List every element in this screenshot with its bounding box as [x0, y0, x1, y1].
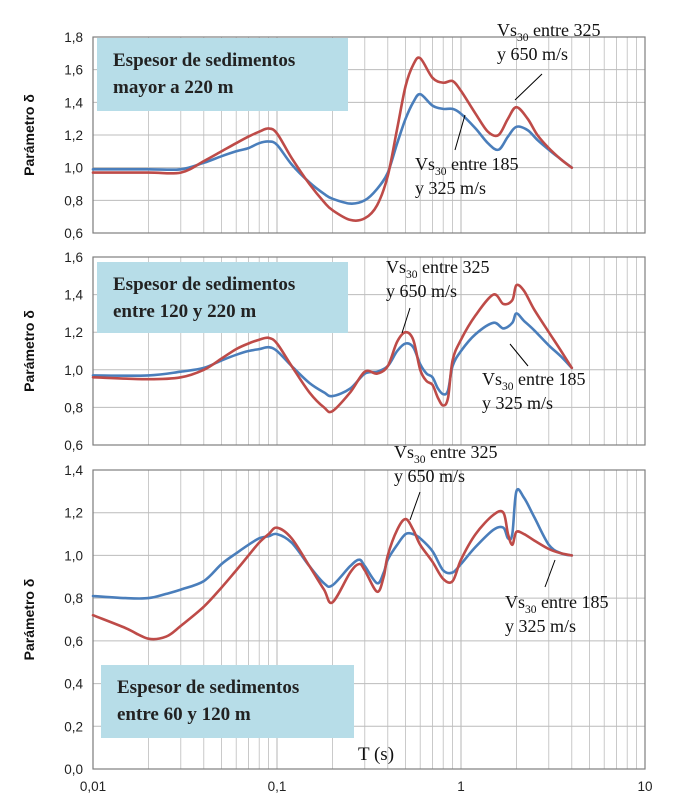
annotation-line-1: Vs30 entre 185	[505, 592, 609, 616]
x-tick-label: 10	[637, 779, 652, 794]
panel-title-line: entre 60 y 120 m	[117, 704, 251, 725]
panel-title-line: mayor a 220 m	[113, 77, 234, 98]
panel-title-line: entre 120 y 220 m	[113, 301, 256, 322]
y-tick-label: 1,6	[64, 250, 83, 265]
x-tick-label: 1	[457, 779, 465, 794]
annotation-subscript: 30	[502, 381, 514, 393]
annotation-line-1: Vs30 entre 325	[394, 442, 498, 466]
y-tick-label: 0,6	[64, 438, 83, 453]
panel-title-line: Espesor de sedimentos	[117, 677, 299, 698]
annotation-line-2: y 650 m/s	[497, 44, 568, 64]
y-tick-label: 1,2	[64, 506, 83, 521]
annotation-leader-line	[454, 114, 466, 151]
annotation-post: entre 325	[426, 442, 498, 462]
chart-panel-2: 0,6 0,8 1,0 1,2 1,4 1,6 Parámetro δ Espesor de …	[21, 250, 646, 453]
y-tick-label: 0,4	[64, 677, 83, 692]
panel-title-box-bg	[97, 262, 348, 333]
annotation-subscript: 30	[406, 269, 418, 281]
panel-title-box: Espesor de sedimentos entre 120 y 220 m	[97, 262, 348, 333]
annotation-post: entre 185	[514, 369, 586, 389]
annotation-pre: Vs	[505, 592, 525, 612]
series-group	[91, 56, 574, 222]
panel-title-box-bg	[101, 665, 354, 738]
annotation-pre: Vs	[386, 257, 406, 277]
annotation-line-1: Vs30 entre 325	[497, 20, 601, 44]
annotation-post: entre 185	[447, 154, 519, 174]
y-tick-label: 1,0	[64, 363, 83, 378]
y-tick-label: 1,6	[64, 63, 83, 78]
annotation-pre: Vs	[497, 20, 517, 40]
annotation-subscript: 30	[517, 32, 529, 44]
annotation-leader-line	[401, 307, 411, 334]
y-tick-label: 1,8	[64, 30, 83, 45]
x-tick-label: 0,1	[268, 779, 287, 794]
x-axis: 0,01 0,1 1 10	[80, 779, 653, 794]
annotation-line-1: Vs30 entre 185	[415, 154, 519, 178]
annotation-line-2: y 650 m/s	[386, 281, 457, 301]
annotation-leader-line	[409, 491, 421, 521]
panel-title-box: Espesor de sedimentos mayor a 220 m	[97, 38, 348, 111]
y-tick-label: 0,8	[64, 591, 83, 606]
annotation-line-1: Vs30 entre 185	[482, 369, 586, 393]
y-tick-label: 0,2	[64, 719, 83, 734]
series-line-blue	[91, 312, 574, 398]
annotation-line-1: Vs30 entre 325	[386, 257, 490, 281]
y-axis-label: Parámetro δ	[21, 579, 37, 661]
annotation-subscript: 30	[525, 604, 537, 616]
y-tick-label: 1,4	[64, 463, 83, 478]
x-tick-label: 0,01	[80, 779, 106, 794]
series-group	[91, 283, 574, 414]
chart-panel-3: 0,0 0,2 0,4 0,6 0,8 1,0 1,2 1,4 Parámetro δ Espes…	[21, 442, 653, 794]
series-line-red	[91, 283, 574, 414]
panel-title-line: Espesor de sedimentos	[113, 274, 295, 295]
plot-frame	[92, 36, 646, 234]
panel-title-box: Espesor de sedimentos entre 60 y 120 m	[101, 665, 354, 738]
annotation-subscript: 30	[414, 454, 426, 466]
y-tick-label: 1,2	[64, 128, 83, 143]
panel-title-line: Espesor de sedimentos	[113, 50, 295, 71]
y-tick-label: 1,2	[64, 325, 83, 340]
annotation-leader-line	[514, 73, 543, 101]
y-tick-label: 0,6	[64, 226, 83, 241]
annotation-line-2: y 325 m/s	[482, 393, 553, 413]
annotation-subscript: 30	[435, 166, 447, 178]
y-tick-label: 0,8	[64, 400, 83, 415]
series-line-red	[91, 56, 574, 222]
series-line-red	[91, 509, 574, 641]
y-tick-label: 0,6	[64, 634, 83, 649]
annotation-line-2: y 325 m/s	[415, 178, 486, 198]
annotation-line-2: y 325 m/s	[505, 616, 576, 636]
annotation-leader-line	[544, 559, 556, 588]
annotation-pre: Vs	[394, 442, 414, 462]
y-tick-label: 1,4	[64, 95, 83, 110]
annotation-post: entre 325	[529, 20, 601, 40]
annotation-line-2: y 650 m/s	[394, 466, 465, 486]
plot-frame	[92, 256, 646, 446]
plot-frame	[92, 469, 646, 770]
y-tick-label: 1,0	[64, 548, 83, 563]
x-axis-title: T (s)	[358, 744, 394, 765]
chart-panel-1: 0,6 0,8 1,0 1,2 1,4 1,6 1,8 Parámetro δ Espesor …	[21, 20, 646, 241]
y-tick-label: 1,4	[64, 288, 83, 303]
y-tick-label: 0,0	[64, 762, 83, 777]
y-axis-label: Parámetro δ	[21, 94, 37, 176]
annotation-pre: Vs	[482, 369, 502, 389]
annotation-post: entre 325	[418, 257, 490, 277]
y-tick-label: 1,0	[64, 161, 83, 176]
annotation-pre: Vs	[415, 154, 435, 174]
panel-title-box-bg	[97, 38, 348, 111]
annotation-leader-line	[509, 343, 529, 367]
annotation-post: entre 185	[537, 592, 609, 612]
series-group	[91, 487, 574, 641]
y-tick-label: 0,8	[64, 193, 83, 208]
y-axis-label: Parámetro δ	[21, 310, 37, 392]
